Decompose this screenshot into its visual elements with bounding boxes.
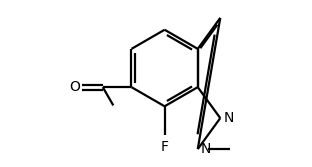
Text: F: F bbox=[161, 140, 168, 154]
Text: N: N bbox=[223, 111, 234, 125]
Text: O: O bbox=[69, 80, 80, 94]
Text: N: N bbox=[201, 142, 211, 156]
